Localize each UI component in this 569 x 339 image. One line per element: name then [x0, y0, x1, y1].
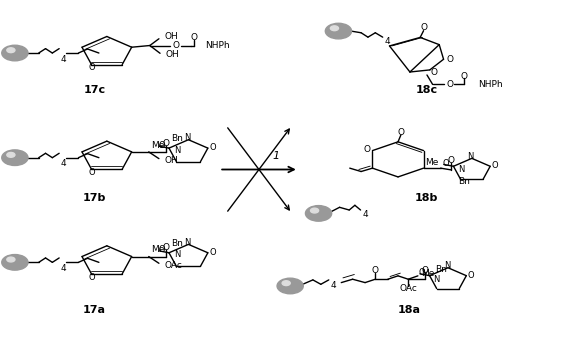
Text: N: N: [457, 165, 464, 174]
Text: 17a: 17a: [83, 305, 106, 315]
Text: O: O: [363, 145, 370, 154]
Text: O: O: [372, 266, 379, 275]
Text: O: O: [209, 247, 216, 257]
Ellipse shape: [331, 26, 339, 31]
Text: O: O: [191, 33, 197, 42]
Text: N: N: [184, 238, 191, 247]
Text: 4: 4: [61, 159, 67, 168]
Text: O: O: [88, 168, 95, 177]
Text: O: O: [447, 55, 454, 64]
Text: O: O: [419, 268, 426, 277]
Text: Bn: Bn: [171, 239, 183, 247]
Text: O: O: [397, 128, 405, 137]
Ellipse shape: [325, 23, 352, 39]
Text: O: O: [460, 72, 467, 81]
Text: N: N: [468, 152, 474, 161]
Text: O: O: [88, 273, 95, 282]
Text: O: O: [431, 68, 438, 77]
Text: Me: Me: [426, 158, 439, 167]
Text: O: O: [468, 271, 474, 279]
Text: O: O: [446, 80, 453, 89]
Text: O: O: [443, 159, 450, 168]
Text: Bn: Bn: [171, 134, 183, 143]
Text: 4: 4: [61, 264, 67, 273]
Text: O: O: [162, 139, 169, 147]
Text: O: O: [447, 156, 454, 165]
Text: 1: 1: [273, 151, 279, 161]
Text: Me: Me: [151, 245, 164, 254]
Ellipse shape: [2, 255, 28, 270]
Text: N: N: [444, 261, 450, 270]
Ellipse shape: [7, 257, 15, 262]
Ellipse shape: [7, 153, 15, 157]
Text: 18b: 18b: [415, 193, 438, 203]
Ellipse shape: [2, 45, 28, 61]
Text: N: N: [174, 250, 180, 259]
Ellipse shape: [311, 208, 319, 213]
Ellipse shape: [277, 278, 303, 294]
Ellipse shape: [282, 281, 290, 285]
Text: OH: OH: [164, 32, 178, 41]
Text: OH: OH: [166, 50, 179, 59]
Text: 4: 4: [362, 210, 368, 219]
Text: 4: 4: [331, 281, 336, 291]
Text: Me: Me: [420, 269, 434, 278]
Text: 17b: 17b: [83, 193, 106, 203]
Ellipse shape: [7, 48, 15, 53]
Text: Me: Me: [151, 141, 164, 149]
Text: Bn: Bn: [457, 177, 469, 186]
Text: O: O: [162, 243, 169, 252]
Text: 17c: 17c: [83, 85, 105, 95]
Ellipse shape: [306, 205, 332, 221]
Text: NHPh: NHPh: [478, 80, 502, 89]
Text: 18a: 18a: [398, 305, 421, 315]
Text: N: N: [174, 146, 180, 155]
Text: O: O: [209, 143, 216, 152]
Text: O: O: [158, 141, 165, 150]
Text: 4: 4: [61, 55, 67, 64]
Text: O: O: [172, 41, 179, 50]
Text: N: N: [184, 133, 191, 142]
Text: O: O: [158, 245, 165, 254]
Ellipse shape: [2, 150, 28, 165]
Text: 4: 4: [385, 37, 390, 46]
Text: O: O: [422, 266, 429, 275]
Text: 18c: 18c: [415, 85, 438, 95]
Text: O: O: [420, 23, 427, 33]
Text: N: N: [433, 275, 440, 284]
Text: OH: OH: [164, 156, 178, 165]
Text: OAc: OAc: [399, 284, 417, 293]
Text: Bn: Bn: [435, 265, 447, 274]
Text: OAc: OAc: [164, 261, 183, 270]
Text: O: O: [88, 63, 95, 73]
Text: O: O: [492, 161, 498, 170]
Text: NHPh: NHPh: [205, 41, 230, 50]
